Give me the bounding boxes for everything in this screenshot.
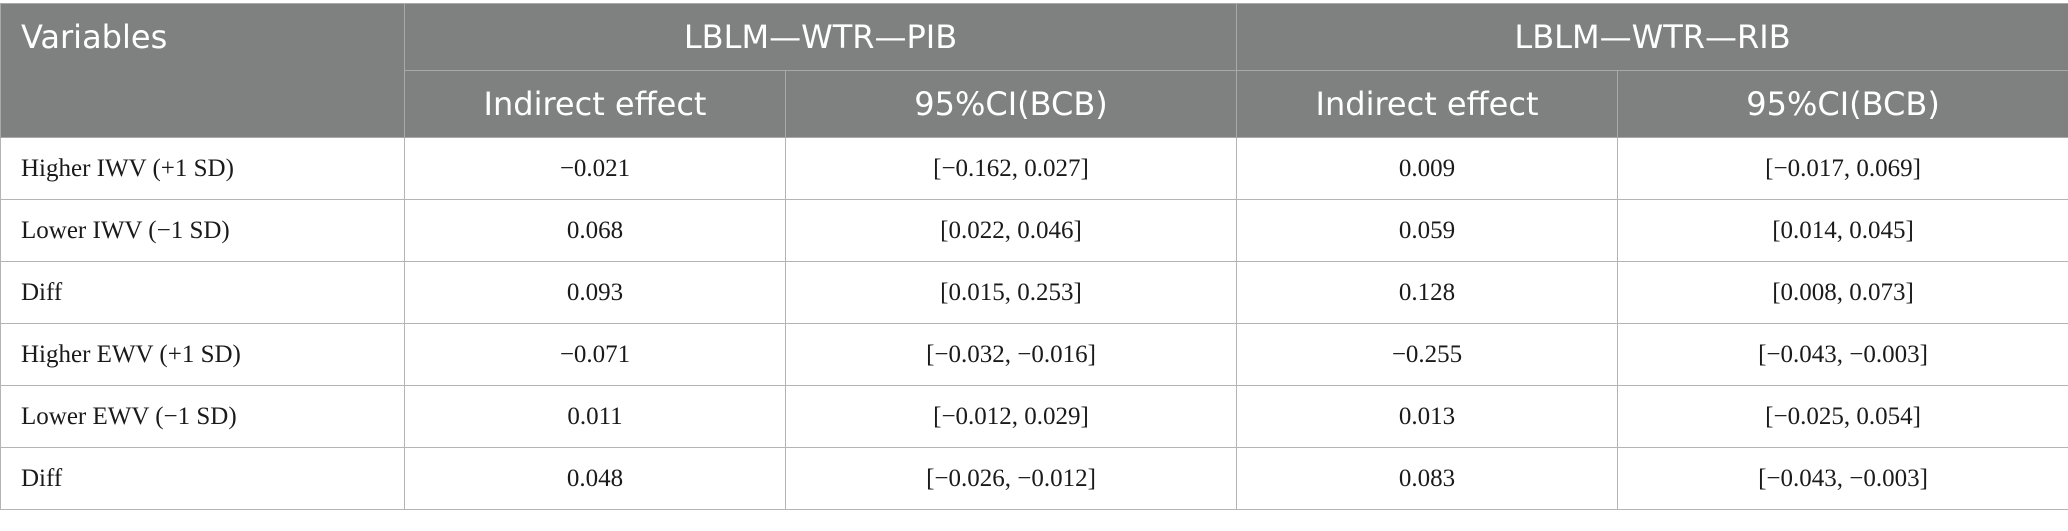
rib-ci-cell: [−0.043, −0.003] (1617, 447, 2068, 510)
pib-ci-cell: [0.015, 0.253] (784, 261, 1238, 324)
header-row-subcolumns: Indirect effect 95%CI(BCB) Indirect effe… (1, 70, 2068, 138)
header-pib-indirect-effect: Indirect effect (404, 70, 786, 138)
table-header: Variables LBLM—WTR—PIB LBLM—WTR—RIB Indi… (0, 3, 2068, 138)
pib-indirect-effect-cell: −0.021 (404, 137, 786, 200)
indirect-effects-table: Variables LBLM—WTR—PIB LBLM—WTR—RIB Indi… (0, 3, 2068, 510)
row-label: Diff (0, 261, 405, 324)
pib-indirect-effect-cell: −0.071 (404, 323, 786, 386)
pib-indirect-effect-cell: 0.048 (404, 447, 786, 510)
pib-ci-cell: [−0.012, 0.029] (784, 385, 1238, 448)
header-pib-ci: 95%CI(BCB) (784, 70, 1238, 138)
table-row: Higher IWV (+1 SD) −0.021 [−0.162, 0.027… (0, 137, 2068, 200)
rib-indirect-effect-cell: 0.128 (1236, 261, 1619, 324)
rib-indirect-effect-cell: 0.083 (1236, 447, 1619, 510)
rib-indirect-effect-cell: 0.013 (1236, 385, 1619, 448)
table-row: Lower IWV (−1 SD) 0.068 [0.022, 0.046] 0… (0, 199, 2068, 262)
pib-ci-cell: [−0.162, 0.027] (784, 137, 1238, 200)
rib-indirect-effect-cell: −0.255 (1236, 323, 1619, 386)
table-body: Higher IWV (+1 SD) −0.021 [−0.162, 0.027… (0, 137, 2068, 510)
table-row: Higher EWV (+1 SD) −0.071 [−0.032, −0.01… (0, 323, 2068, 386)
rib-ci-cell: [0.014, 0.045] (1617, 199, 2068, 262)
header-variables: Variables (0, 3, 405, 138)
pib-indirect-effect-cell: 0.068 (404, 199, 786, 262)
rib-ci-cell: [−0.017, 0.069] (1617, 137, 2068, 200)
row-label: Higher IWV (+1 SD) (0, 137, 405, 200)
header-group-pib: LBLM—WTR—PIB (403, 3, 1238, 71)
rib-indirect-effect-cell: 0.059 (1236, 199, 1619, 262)
pib-ci-cell: [−0.026, −0.012] (784, 447, 1238, 510)
header-group-rib: LBLM—WTR—RIB (1236, 3, 2068, 71)
table-row: Lower EWV (−1 SD) 0.011 [−0.012, 0.029] … (0, 385, 2068, 448)
header-rib-ci: 95%CI(BCB) (1617, 70, 2068, 138)
row-label: Higher EWV (+1 SD) (0, 323, 405, 386)
row-label: Lower EWV (−1 SD) (0, 385, 405, 448)
table-row: Diff 0.093 [0.015, 0.253] 0.128 [0.008, … (0, 261, 2068, 324)
row-label: Diff (0, 447, 405, 510)
pib-indirect-effect-cell: 0.093 (404, 261, 786, 324)
rib-ci-cell: [−0.043, −0.003] (1617, 323, 2068, 386)
rib-ci-cell: [0.008, 0.073] (1617, 261, 2068, 324)
header-rib-indirect-effect: Indirect effect (1236, 70, 1619, 138)
pib-ci-cell: [−0.032, −0.016] (784, 323, 1238, 386)
pib-ci-cell: [0.022, 0.046] (784, 199, 1238, 262)
row-label: Lower IWV (−1 SD) (0, 199, 405, 262)
pib-indirect-effect-cell: 0.011 (404, 385, 786, 448)
header-row-groups: Variables LBLM—WTR—PIB LBLM—WTR—RIB (0, 3, 2068, 138)
rib-ci-cell: [−0.025, 0.054] (1617, 385, 2068, 448)
rib-indirect-effect-cell: 0.009 (1236, 137, 1619, 200)
table-row: Diff 0.048 [−0.026, −0.012] 0.083 [−0.04… (0, 447, 2068, 510)
